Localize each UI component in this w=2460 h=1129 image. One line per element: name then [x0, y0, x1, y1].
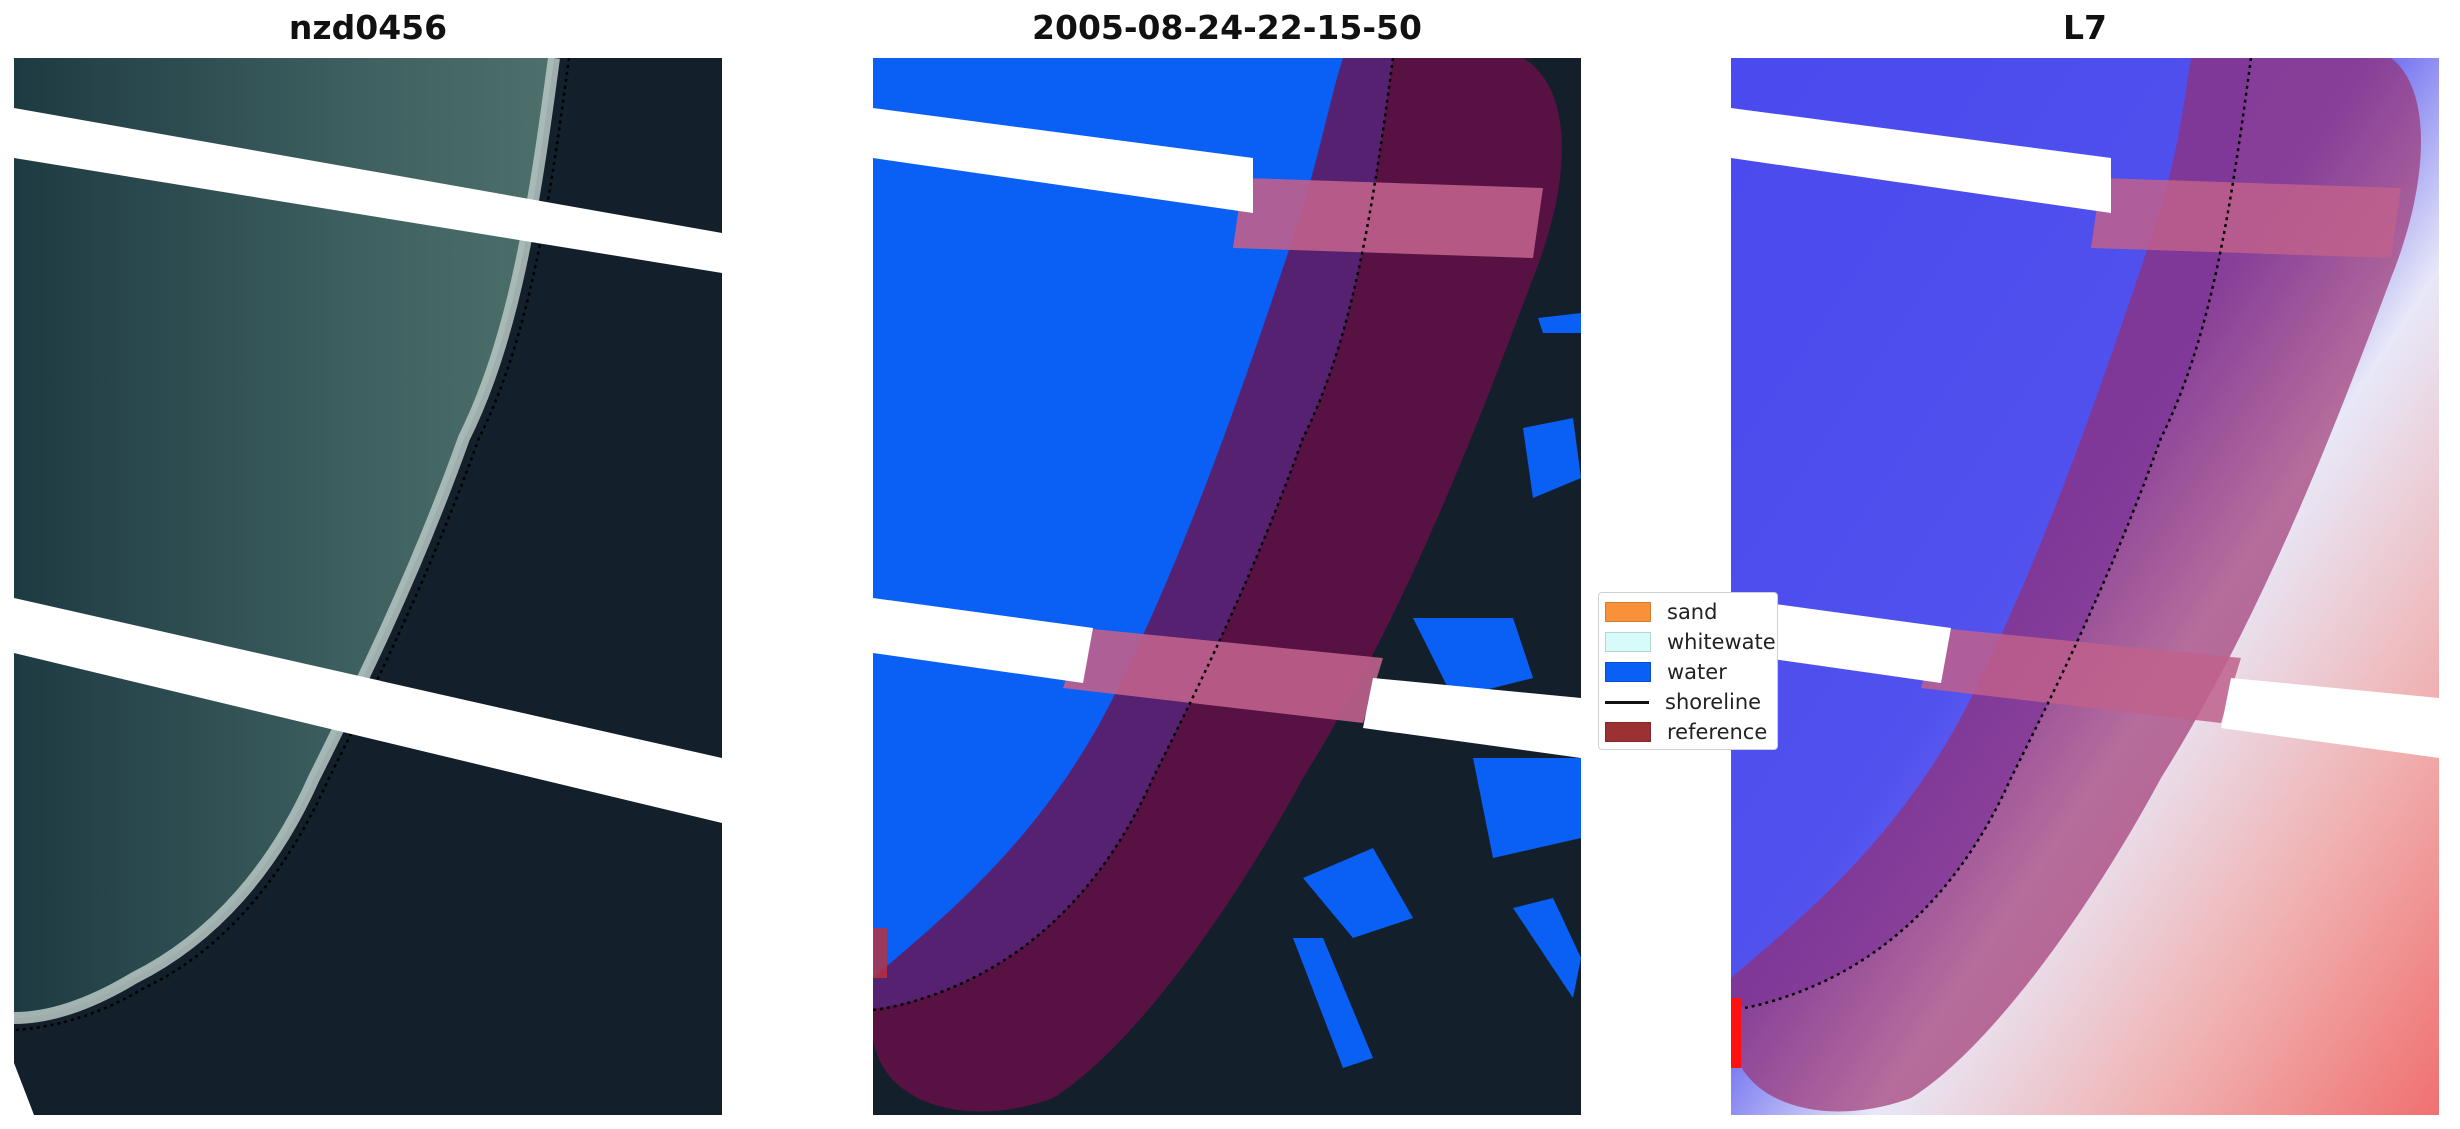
- legend-swatch-reference: [1605, 722, 1651, 742]
- water-class-area: [873, 58, 1393, 1008]
- legend-swatch-water: [1605, 662, 1651, 682]
- legend-label: shoreline: [1665, 690, 1762, 714]
- legend-line-shoreline: [1605, 700, 1649, 704]
- reference-buffer: [1731, 58, 2421, 1112]
- rgb-satellite-image: [14, 58, 722, 1115]
- legend-label: reference: [1667, 720, 1768, 744]
- legend-item-shoreline: shoreline: [1605, 689, 1761, 715]
- panel-title-index: L7: [2063, 8, 2107, 47]
- legend: sand whitewater water shoreline referenc…: [1598, 592, 1778, 750]
- water-patch: [1303, 848, 1413, 938]
- buffer-band: [1921, 628, 2241, 723]
- legend-item-whitewater: whitewater: [1605, 629, 1778, 655]
- scan-gap-stripe-2: [1731, 598, 1951, 683]
- scan-gap-stripe-3: [1363, 678, 1581, 758]
- reference-marker: [873, 928, 887, 978]
- classification-image: [873, 58, 1581, 1115]
- buffer-band: [1233, 178, 1543, 258]
- scan-gap-stripe-2: [873, 598, 1093, 683]
- scan-gap-stripe-1: [1731, 108, 2111, 213]
- legend-swatch-sand: [1605, 602, 1651, 622]
- water-patch: [1538, 313, 1581, 333]
- water-patch: [1473, 758, 1581, 858]
- legend-item-reference: reference: [1605, 719, 1767, 745]
- scan-gap-stripe-1: [14, 108, 722, 273]
- scan-gap-stripe-1: [873, 108, 1253, 213]
- shoreline-line: [873, 58, 1395, 1012]
- water-patch: [1413, 618, 1533, 698]
- panel-title-classification: 2005-08-24-22-15-50: [1032, 8, 1422, 47]
- water-patch: [1513, 898, 1581, 998]
- scan-gap-stripe-3: [2221, 678, 2439, 758]
- index-image: [1731, 58, 2439, 1115]
- negative-index-area: [1731, 58, 2251, 1008]
- edge-gap: [14, 1063, 34, 1115]
- legend-label: whitewater: [1667, 630, 1778, 654]
- reference-marker: [1731, 998, 1741, 1068]
- legend-swatch-whitewater: [1605, 632, 1651, 652]
- shoreline-line: [1731, 58, 2253, 1012]
- legend-item-water: water: [1605, 659, 1727, 685]
- water-patch: [1523, 418, 1581, 498]
- legend-label: water: [1667, 660, 1727, 684]
- classification-panel: [873, 58, 1581, 1115]
- shoreline-line: [14, 58, 571, 1032]
- lagoon-water: [14, 58, 554, 1018]
- water-patch: [1293, 938, 1373, 1068]
- index-panel: [1731, 58, 2439, 1115]
- rgb-image-panel: [14, 58, 722, 1115]
- reference-buffer: [873, 58, 1562, 1112]
- legend-label: sand: [1667, 600, 1718, 624]
- buffer-band: [1063, 628, 1383, 723]
- panel-title-rgb: nzd0456: [288, 8, 448, 47]
- legend-item-sand: sand: [1605, 599, 1717, 625]
- buffer-band: [2091, 178, 2401, 258]
- scan-gap-stripe-2: [14, 598, 722, 823]
